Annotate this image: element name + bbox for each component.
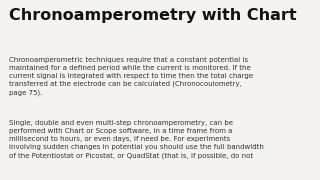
Text: Chronoamperometry with Chart: Chronoamperometry with Chart: [9, 8, 297, 23]
Text: Chronoamperometric techniques require that a constant potential is
maintained fo: Chronoamperometric techniques require th…: [9, 57, 253, 96]
Text: Single, double and even multi-step chronoamperometry, can be
performed with Char: Single, double and even multi-step chron…: [9, 120, 264, 159]
